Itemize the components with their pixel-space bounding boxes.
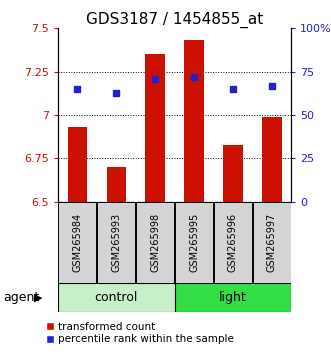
Bar [97, 202, 135, 283]
Text: light: light [219, 291, 247, 304]
Bar [184, 40, 204, 202]
Bar [175, 202, 213, 283]
Bar [214, 202, 252, 283]
Bar [175, 283, 291, 312]
Bar [58, 202, 96, 283]
Text: GSM265995: GSM265995 [189, 213, 199, 272]
Legend: transformed count, percentile rank within the sample: transformed count, percentile rank withi… [45, 321, 235, 345]
Text: GSM265996: GSM265996 [228, 213, 238, 272]
Bar [68, 127, 87, 202]
Bar [223, 144, 243, 202]
Bar [145, 55, 165, 202]
Bar [262, 117, 282, 202]
Bar [136, 202, 174, 283]
Text: GSM265998: GSM265998 [150, 213, 160, 272]
Bar [58, 283, 175, 312]
Text: GSM265984: GSM265984 [72, 213, 82, 272]
Text: GSM265993: GSM265993 [111, 213, 121, 272]
Text: agent: agent [3, 291, 40, 304]
Bar [253, 202, 291, 283]
Title: GDS3187 / 1454855_at: GDS3187 / 1454855_at [86, 12, 263, 28]
Text: GSM265997: GSM265997 [267, 213, 277, 272]
Bar [107, 167, 126, 202]
Text: control: control [95, 291, 138, 304]
Text: ▶: ▶ [34, 292, 42, 302]
